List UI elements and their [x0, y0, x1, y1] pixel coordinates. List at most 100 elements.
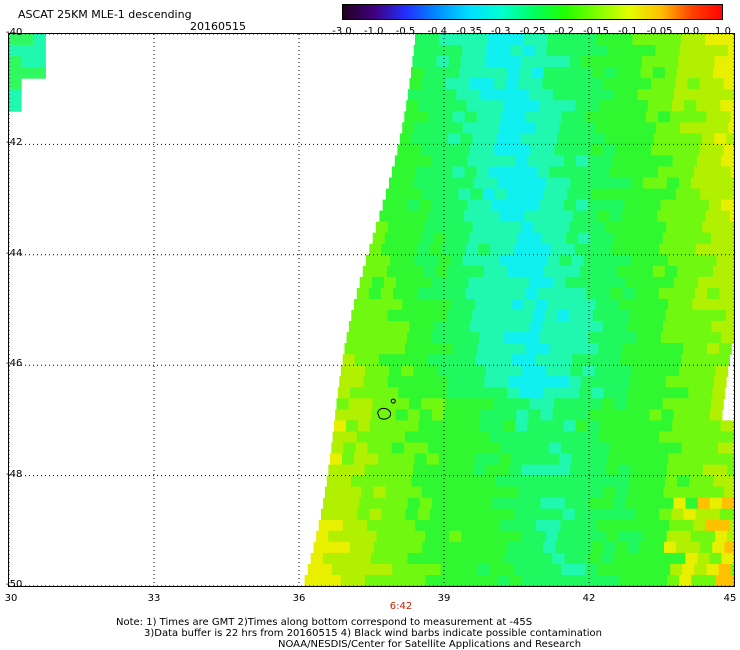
swath-cell: [582, 177, 595, 190]
colorbar: [342, 4, 723, 20]
swath-cell: [485, 464, 499, 477]
swath-cell: [634, 343, 648, 355]
swath-cell: [596, 34, 609, 46]
swath-cell: [400, 530, 414, 543]
swath-cell: [635, 508, 648, 521]
swath-cell: [524, 519, 537, 532]
swath-cell: [630, 177, 644, 190]
swath-cell: [689, 265, 702, 278]
swath-cell: [719, 287, 732, 300]
swath-cell: [694, 166, 707, 179]
swath-cell: [351, 475, 364, 488]
swath-cell: [434, 188, 447, 201]
swath-cell: [646, 343, 660, 355]
swath-cell: [347, 409, 360, 421]
swath-cell: [556, 310, 570, 322]
swath-cell: [599, 100, 613, 112]
swath-cell: [366, 354, 380, 366]
swath-cell: [640, 265, 654, 278]
swath-cell: [409, 78, 423, 90]
swath-cell: [406, 199, 420, 212]
swath-cell: [668, 354, 682, 366]
swath-cell: [576, 552, 590, 565]
swath-cell: [570, 464, 583, 477]
swath-cell: [431, 409, 445, 421]
swath-cell: [590, 321, 604, 333]
swath-cell: [380, 563, 393, 576]
swath-cell: [686, 398, 700, 410]
swath-cell: [721, 497, 734, 510]
swath-cell: [502, 508, 515, 521]
swath-cell: [680, 34, 694, 46]
swath-cell: [544, 265, 557, 278]
swath-cell: [444, 89, 457, 101]
swath-cell: [541, 232, 555, 245]
swath-cell: [474, 254, 488, 267]
swath-cell: [439, 34, 452, 46]
swath-cell: [429, 508, 443, 521]
swath-cell: [656, 453, 669, 466]
swath-cell: [597, 166, 611, 179]
swath-cell: [537, 111, 550, 123]
swath-cell: [677, 265, 690, 278]
swath-cell: [582, 530, 595, 543]
swath-cell: [447, 265, 461, 278]
swath-cell: [525, 431, 539, 443]
swath-cell: [557, 133, 570, 145]
swath-cell: [429, 431, 442, 443]
swath-cell: [375, 376, 389, 388]
swath-cell: [435, 265, 448, 278]
swath-cell: [329, 453, 343, 466]
swath-cell: [616, 265, 630, 278]
swath-cell: [385, 486, 399, 499]
swath-cell: [421, 486, 435, 499]
swath-cell: [346, 420, 359, 432]
swath-cell: [534, 575, 547, 586]
swath-cell: [717, 519, 731, 532]
swath-cell: [568, 310, 582, 322]
swath-cell: [613, 497, 626, 510]
swath-cell: [654, 464, 668, 477]
swath-cell: [604, 265, 618, 278]
swath-cell: [613, 276, 627, 289]
swath-cell: [485, 575, 499, 586]
swath-cell: [407, 552, 421, 565]
swath-cell: [687, 144, 701, 156]
swath-cell: [460, 310, 473, 322]
swath-cell: [659, 508, 672, 521]
swath-cell: [504, 409, 517, 421]
swath-cell: [501, 287, 515, 300]
swath-cell: [716, 299, 730, 311]
swath-cell: [456, 409, 469, 421]
swath-cell: [415, 519, 429, 532]
swath-cell: [544, 475, 557, 488]
swath-cell: [727, 464, 734, 477]
swath-cell: [727, 575, 734, 586]
swath-cell: [695, 243, 709, 256]
colorbar-tick-label: -0.15: [583, 26, 609, 37]
swath-cell: [636, 155, 650, 167]
swath-cell: [460, 56, 474, 68]
swath-cell: [595, 299, 609, 311]
swath-cell: [573, 166, 586, 179]
latitude-label: -50: [6, 579, 23, 590]
swath-cell: [697, 552, 711, 565]
swath-cell: [730, 563, 734, 576]
swath-cell: [482, 541, 496, 554]
swath-cell: [674, 232, 688, 245]
swath-cell: [480, 89, 494, 101]
swath-cell: [382, 199, 396, 212]
swath-cell: [652, 387, 665, 399]
swath-cell: [654, 530, 668, 543]
swath-cell: [519, 67, 533, 79]
swath-cell: [372, 398, 386, 410]
swath-cell: [598, 508, 612, 521]
swath-cell: [671, 508, 685, 521]
longitude-label: 30: [4, 593, 18, 604]
swath-cell: [607, 45, 620, 57]
swath-cell: [473, 530, 486, 543]
swath-cell: [607, 122, 621, 134]
swath-cell: [668, 34, 682, 46]
swath-cell: [566, 144, 580, 156]
swath-cell: [453, 431, 467, 443]
